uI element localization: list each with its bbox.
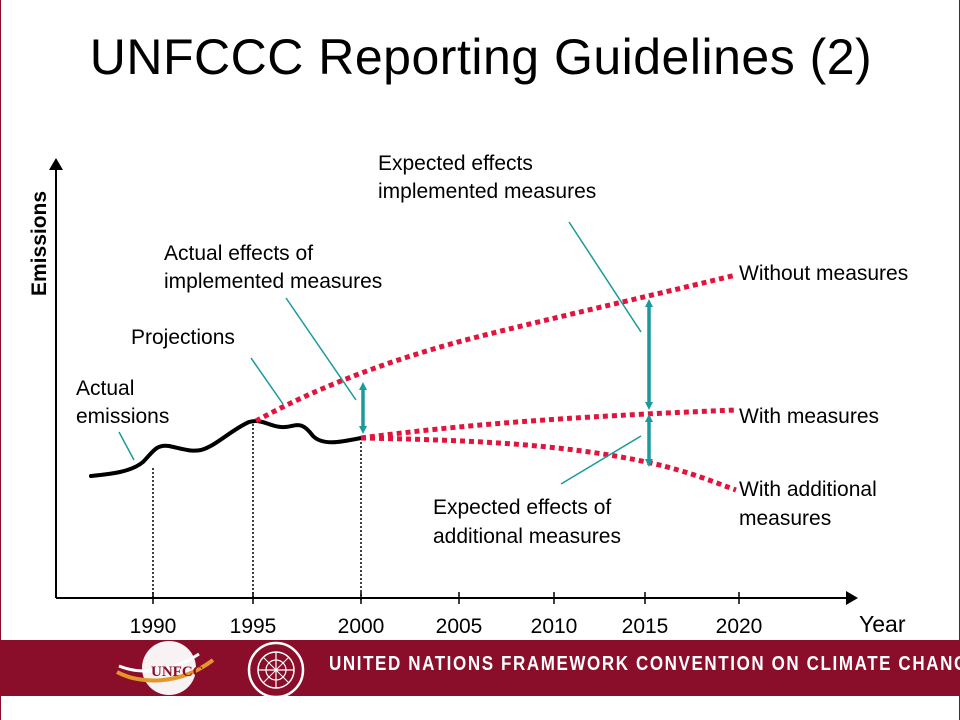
label-expected-implemented-1: Expected effects	[378, 152, 533, 175]
x-tick-label: 2015	[622, 615, 669, 638]
label-actual-effects-1: Actual effects of	[164, 242, 313, 265]
emissions-diagram: Emissions Year 1990 1995 2000 2005 2010 2015 2…	[28, 152, 908, 638]
label-actual-emissions-1: Actual	[76, 377, 134, 400]
label-with-measures: With measures	[739, 405, 879, 428]
un-emblem	[247, 641, 305, 699]
label-expected-implemented-2: implemented measures	[378, 180, 596, 203]
label-without-measures: Without measures	[739, 262, 908, 285]
label-with-additional-1: With additional	[739, 478, 877, 501]
pointer-projections	[250, 357, 284, 405]
x-axis-title: Year	[859, 611, 906, 637]
x-tick-label: 2000	[338, 615, 385, 638]
series-with-measures	[360, 407, 737, 441]
label-expected-additional-1: Expected effects of	[433, 496, 611, 519]
x-tick-label: 2005	[436, 615, 483, 638]
pointer-expected-additional	[560, 435, 642, 485]
x-tick-label: 1990	[130, 615, 177, 638]
y-axis-arrow	[49, 158, 63, 170]
pointer-actual-effects	[285, 297, 357, 401]
x-tick-label: 1995	[230, 615, 277, 638]
series-actual-emissions	[89, 419, 363, 478]
label-expected-additional-2: additional measures	[433, 525, 621, 548]
footer-text: UNITED NATIONS FRAMEWORK CONVENTION ON C…	[329, 652, 960, 675]
unfccc-logo: UNFCCC	[116, 641, 214, 695]
logo-text: UNFCCC	[151, 664, 214, 680]
label-actual-effects-2: implemented measures	[164, 270, 382, 293]
x-tick-label: 2010	[531, 615, 578, 638]
slide-title: UNFCCC Reporting Guidelines (2)	[89, 29, 873, 85]
x-axis-arrow	[846, 591, 858, 605]
label-actual-emissions-2: emissions	[76, 405, 169, 428]
x-ticks: 1990 1995 2000 2005 2010 2015 2020	[130, 592, 763, 638]
y-axis-title: Emissions	[28, 191, 51, 296]
label-projections: Projections	[131, 326, 235, 349]
label-with-additional-2: measures	[739, 507, 831, 530]
series-without-measures	[254, 272, 737, 424]
pointer-expected-implemented	[568, 221, 642, 333]
pointer-actual-emissions	[118, 431, 135, 461]
series-with-additional-measures	[360, 435, 737, 493]
x-tick-label: 2020	[716, 615, 763, 638]
